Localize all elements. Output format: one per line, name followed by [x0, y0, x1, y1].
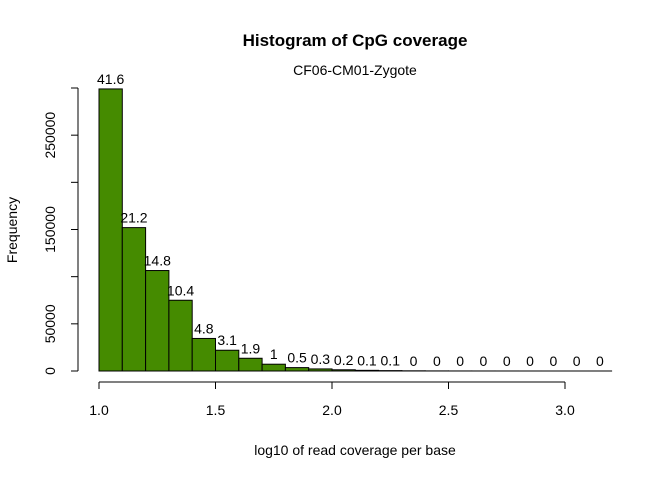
- chart-title: Histogram of CpG coverage: [243, 31, 468, 50]
- x-tick-label: 2.0: [322, 402, 342, 418]
- histogram-bar: [308, 368, 333, 372]
- bar-value-label: 0.2: [334, 352, 354, 368]
- bar-value-label: 41.6: [97, 71, 124, 87]
- bar-value-label: 21.2: [120, 210, 147, 226]
- bar-labels-group: 41.621.214.810.44.83.11.9 1 0.5 0.3 0.2 0.1 0.…: [97, 71, 604, 369]
- bar-value-label: 0: [456, 353, 464, 369]
- x-tick-label: 3.0: [555, 402, 575, 418]
- bar-value-label: 0.5: [287, 350, 307, 366]
- chart-subtitle: CF06-CM01-Zygote: [293, 62, 417, 78]
- x-tick-label: 2.5: [439, 402, 459, 418]
- y-tick-label: 250000: [42, 112, 58, 159]
- bar-value-label: 0: [596, 353, 604, 369]
- y-tick-label: 50000: [42, 304, 58, 343]
- bar-value-label: 0: [480, 353, 488, 369]
- x-axis-title: log10 of read coverage per base: [254, 442, 456, 458]
- histogram-bar: [215, 349, 240, 372]
- bar-value-label: 1: [270, 346, 278, 362]
- bar-value-label: 1.9: [241, 340, 261, 356]
- bar-value-label: 0: [503, 353, 511, 369]
- bar-value-label: 0: [526, 353, 534, 369]
- bar-value-label: 0.1: [381, 353, 401, 369]
- histogram-bar: [98, 88, 123, 372]
- bar-value-label: 0: [549, 353, 557, 369]
- bar-value-label: 0: [410, 353, 418, 369]
- bar-value-label: 10.4: [167, 282, 194, 298]
- histogram-bar: [261, 363, 286, 372]
- histogram-bar: [354, 369, 380, 372]
- histogram-bar: [284, 367, 310, 372]
- bar-value-label: 4.8: [194, 320, 214, 336]
- histogram-bar: [145, 270, 170, 372]
- bar-value-label: 0.3: [311, 351, 331, 367]
- bar-value-label: 14.8: [144, 253, 171, 269]
- bars-group: [98, 88, 613, 372]
- bar-value-label: 3.1: [217, 332, 237, 348]
- histogram-bar: [191, 337, 216, 372]
- x-axis: 1.0 1.5 2.0 2.5 3.0: [89, 381, 575, 418]
- y-axis-title: Frequency: [4, 197, 20, 263]
- bar-value-label: 0: [433, 353, 441, 369]
- y-axis: 0 50000 150000 250000: [42, 87, 79, 375]
- y-tick-label: 0: [42, 367, 58, 375]
- histogram-bar: [168, 299, 193, 372]
- histogram-bar: [121, 227, 147, 372]
- histogram-bar: [331, 369, 356, 372]
- x-tick-label: 1.0: [89, 402, 109, 418]
- x-tick-label: 1.5: [206, 402, 226, 418]
- bar-value-label: 0.1: [357, 352, 377, 368]
- histogram-bar: [238, 357, 263, 372]
- y-tick-label: 150000: [42, 206, 58, 253]
- bar-value-label: 0: [573, 353, 581, 369]
